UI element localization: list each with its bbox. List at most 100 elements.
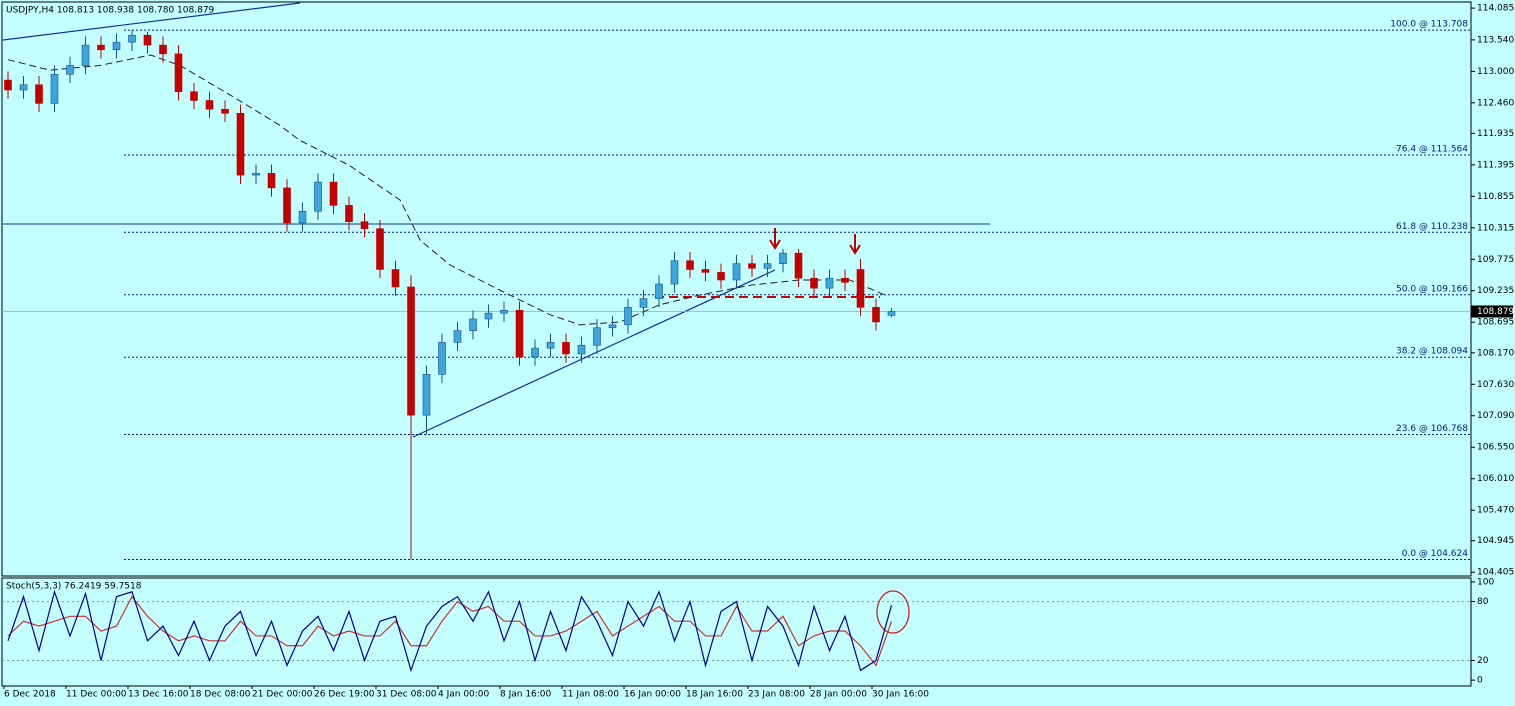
- candle-body: [97, 44, 105, 51]
- candle-body: [639, 298, 648, 308]
- candle-body: [453, 330, 462, 343]
- candle-body: [438, 342, 446, 375]
- x-tick-label: 6 Dec 2018: [4, 690, 56, 700]
- y-tick-label: 108.695: [1477, 318, 1514, 328]
- x-tick-label: 21 Dec 00:00: [252, 690, 313, 700]
- candle-body: [128, 34, 136, 43]
- fib-label: 76.4 @ 111.564: [1396, 145, 1468, 155]
- y2-tick-label: 80: [1477, 597, 1489, 607]
- x-tick-label: 11 Dec 00:00: [66, 690, 127, 700]
- moving-average: [7, 54, 886, 326]
- candle-body: [190, 91, 198, 101]
- y-tick-label: 106.010: [1477, 474, 1514, 484]
- candle-body: [748, 263, 756, 269]
- candle-body: [329, 181, 338, 206]
- y-tick-label: 113.540: [1477, 35, 1514, 45]
- candle-body: [174, 53, 183, 93]
- y-tick-label: 109.235: [1477, 286, 1514, 296]
- candle-body: [391, 269, 400, 288]
- candle-body: [887, 311, 896, 316]
- chart-title: USDJPY,H4 108.813 108.938 108.780 108.87…: [6, 6, 215, 16]
- y2-tick-label: 0: [1477, 676, 1483, 686]
- candle-body: [670, 260, 679, 285]
- candle-body: [701, 269, 710, 273]
- candle-body: [500, 309, 508, 314]
- y-tick-label: 109.775: [1477, 255, 1514, 265]
- fib-label: 100.0 @ 113.708: [1390, 20, 1468, 30]
- candle-body: [283, 187, 291, 224]
- candle-body: [686, 260, 694, 270]
- highlight-circle: [876, 590, 910, 634]
- y2-tick-label: 100: [1477, 577, 1494, 587]
- y-tick-label: 110.855: [1477, 192, 1514, 202]
- y-tick-label: 111.395: [1477, 160, 1514, 170]
- y-tick-label: 112.460: [1477, 98, 1514, 108]
- candle-body: [655, 283, 663, 299]
- candle-body: [267, 173, 276, 189]
- candle-body: [608, 324, 617, 329]
- candle-body: [376, 228, 384, 270]
- y-tick-label: 107.090: [1477, 411, 1514, 421]
- y-tick-label: 108.170: [1477, 348, 1514, 358]
- x-tick-label: 28 Jan 00:00: [810, 690, 867, 700]
- candle-body: [221, 108, 229, 114]
- candle-body: [19, 84, 28, 91]
- candle-body: [407, 286, 415, 416]
- arrow: [769, 228, 781, 250]
- y-tick-label: 113.000: [1477, 67, 1514, 77]
- y-tick-label: 105.470: [1477, 506, 1514, 516]
- candle-body: [810, 277, 818, 289]
- fib-label: 0.0 @ 104.624: [1402, 549, 1469, 559]
- x-tick-label: 18 Jan 16:00: [686, 690, 743, 700]
- stoch-signal: [7, 595, 893, 667]
- candle-body: [66, 65, 74, 75]
- y-tick-label: 110.315: [1477, 223, 1514, 233]
- candle-body: [763, 263, 772, 269]
- y-tick-label: 104.405: [1477, 568, 1514, 578]
- candle-body: [159, 44, 167, 55]
- fib-label: 61.8 @ 110.238: [1396, 222, 1468, 232]
- indicator-panel: [1, 577, 1472, 687]
- candle-body: [345, 205, 353, 222]
- candle-body: [794, 252, 803, 279]
- candle-body: [624, 307, 632, 326]
- candle-body: [593, 327, 601, 346]
- candle-body: [531, 347, 539, 358]
- y-tick-label: 111.935: [1477, 129, 1514, 139]
- candle-body: [4, 79, 12, 91]
- stoch-main: [7, 589, 893, 673]
- y2-tick-label: 20: [1477, 656, 1489, 666]
- candle-body: [515, 309, 524, 358]
- candle-body: [205, 100, 214, 110]
- x-tick-label: 13 Dec 16:00: [128, 690, 189, 700]
- candle-body: [562, 342, 570, 355]
- candle-body: [35, 84, 43, 104]
- fib-label: 50.0 @ 109.166: [1396, 284, 1468, 294]
- price-panel: [1, 1, 1472, 577]
- x-tick-label: 16 Jan 00:00: [624, 690, 681, 700]
- candle-body: [50, 73, 59, 104]
- indicator-title: Stoch(5,3,3) 76.2419 59.7518: [6, 582, 142, 592]
- candle-body: [360, 221, 369, 229]
- fib-label: 23.6 @ 106.768: [1396, 424, 1468, 434]
- candle-body: [81, 44, 90, 66]
- fib-label: 38.2 @ 108.094: [1396, 347, 1468, 357]
- trend-line: [2, 2, 301, 41]
- y-tick-label: 106.550: [1477, 443, 1514, 453]
- candle-body: [314, 181, 322, 212]
- candle-body: [546, 342, 555, 349]
- x-tick-label: 30 Jan 16:00: [872, 690, 929, 700]
- candle-body: [143, 34, 152, 46]
- candle-body: [112, 41, 121, 51]
- candle-body: [872, 307, 880, 323]
- y-tick-label: 107.630: [1477, 380, 1514, 390]
- candle-body: [856, 269, 865, 308]
- x-tick-label: 23 Jan 08:00: [748, 690, 805, 700]
- candle-body: [236, 113, 245, 176]
- candle-body: [422, 374, 431, 416]
- y-tick-label: 114.085: [1477, 4, 1514, 14]
- x-tick-label: 18 Dec 08:00: [190, 690, 251, 700]
- candle-body: [779, 252, 787, 264]
